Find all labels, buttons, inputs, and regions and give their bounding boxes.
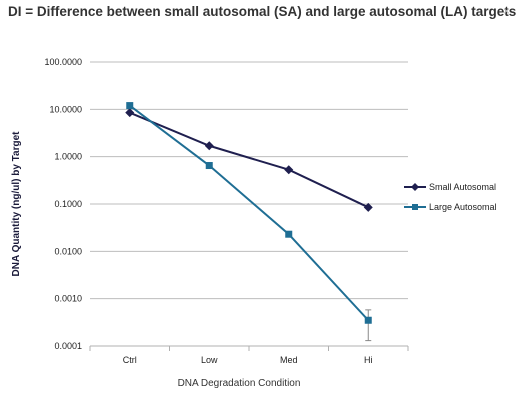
data-point bbox=[363, 202, 373, 212]
y-tick-label: 0.0100 bbox=[54, 246, 82, 256]
data-point bbox=[285, 230, 293, 238]
chart-title: DI = Difference between small autosomal … bbox=[8, 4, 517, 19]
legend: Small Autosomal Large Autosomal bbox=[404, 182, 497, 212]
y-tick-label: 0.0001 bbox=[54, 341, 82, 351]
data-point bbox=[125, 108, 135, 118]
y-tick-label: 0.0010 bbox=[54, 294, 82, 304]
data-point bbox=[284, 165, 294, 175]
y-tick-label: 0.1000 bbox=[54, 199, 82, 209]
x-tick-label: Hi bbox=[364, 355, 373, 365]
x-tick-label: Ctrl bbox=[123, 355, 137, 365]
legend-label: Large Autosomal bbox=[429, 202, 497, 212]
x-tick-labels: Ctrl Low Med Hi bbox=[89, 346, 409, 365]
grid-lines bbox=[90, 61, 408, 347]
y-tick-label: 100.0000 bbox=[44, 57, 82, 67]
data-point bbox=[364, 316, 372, 324]
y-axis-label: DNA Quantity (ng/ul) by Target bbox=[11, 131, 22, 277]
series-line-1 bbox=[129, 104, 369, 321]
x-tick-label: Med bbox=[280, 355, 298, 365]
x-tick-label: Low bbox=[201, 355, 218, 365]
legend-marker bbox=[412, 204, 418, 210]
close-icon[interactable]: × bbox=[503, 4, 511, 18]
series-line-0 bbox=[129, 111, 369, 209]
y-tick-labels: 0.0001 0.0010 0.0100 0.1000 1.0000 10.0000 100… bbox=[44, 57, 82, 351]
series-group bbox=[125, 102, 373, 342]
x-axis-label: DNA Degradation Condition bbox=[178, 378, 301, 389]
data-point bbox=[204, 141, 214, 151]
legend-label: Small Autosomal bbox=[429, 182, 496, 192]
data-point bbox=[126, 102, 134, 110]
chart-header: DI = Difference between small autosomal … bbox=[0, 0, 518, 24]
legend-marker bbox=[411, 183, 419, 191]
data-point bbox=[205, 162, 213, 170]
y-tick-label: 1.0000 bbox=[54, 152, 82, 162]
y-tick-label: 10.0000 bbox=[49, 104, 82, 114]
